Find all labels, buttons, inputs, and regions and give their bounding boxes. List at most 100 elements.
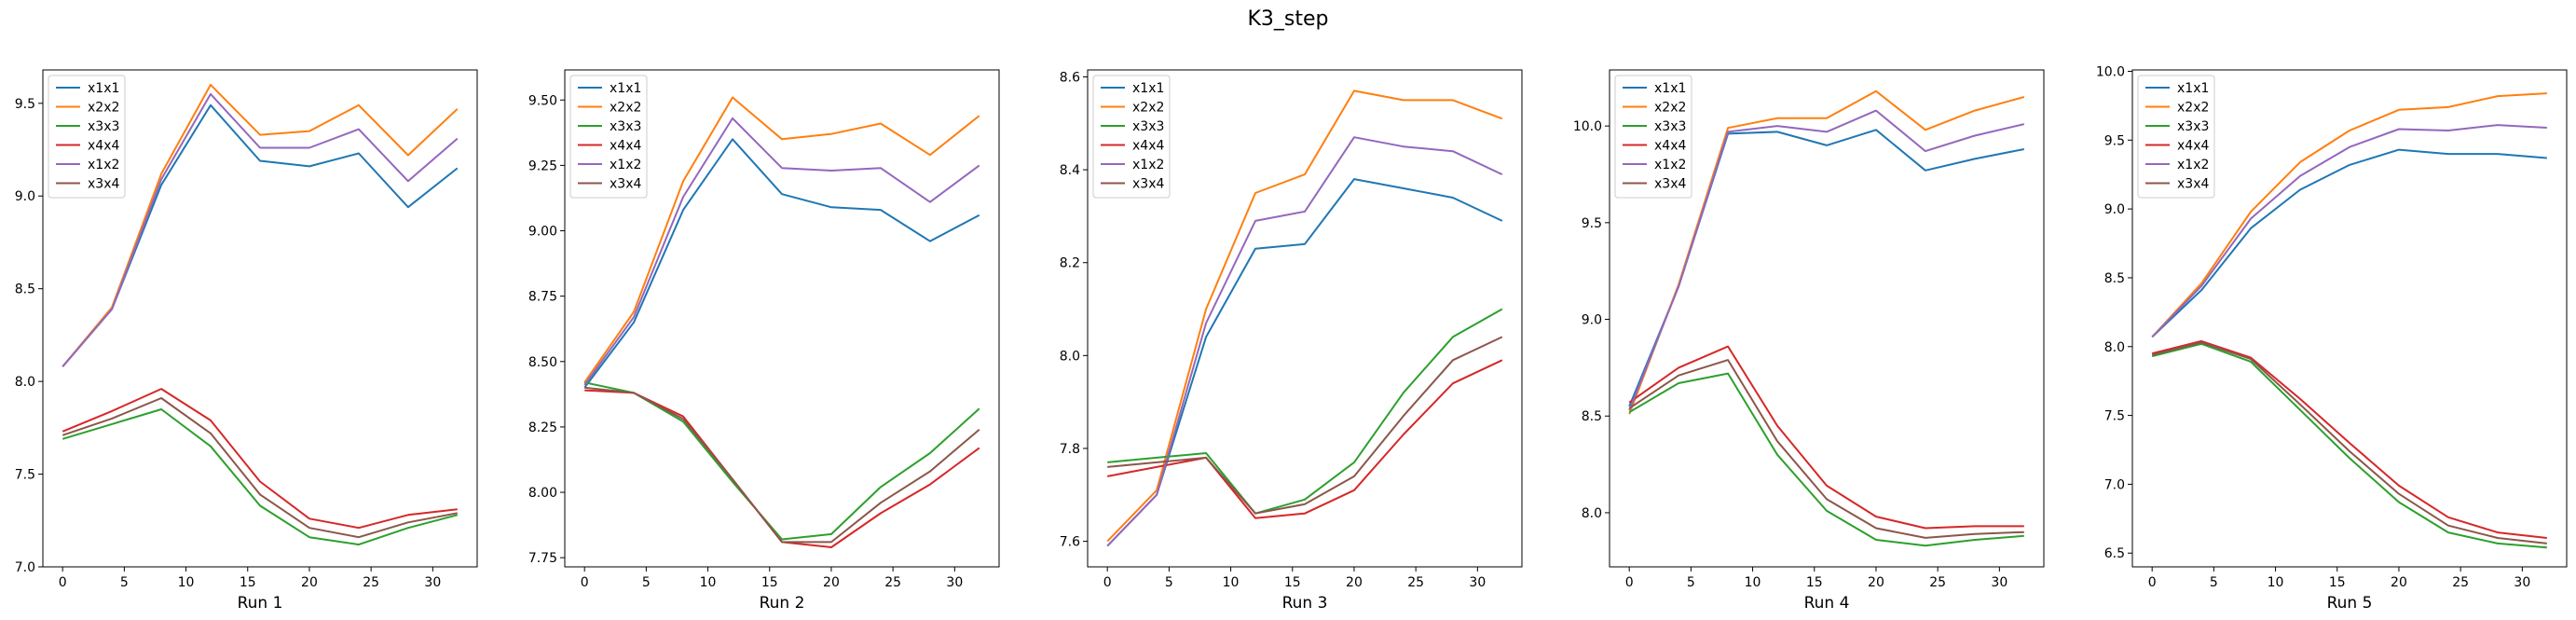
x-tick-label: 0 (1625, 575, 1634, 590)
y-tick-label: 8.6 (1060, 70, 1080, 85)
legend-label-x2x2: x2x2 (2177, 101, 2209, 116)
series-line-x4x4 (62, 388, 458, 530)
x-tick-label: 15 (2329, 575, 2346, 590)
y-tick-label: 8.0 (1582, 506, 1602, 521)
x-tick-label: 25 (363, 575, 379, 590)
x-tick-label: 10 (1223, 575, 1240, 590)
legend-label-x4x4: x4x4 (1132, 139, 1164, 154)
x-tick-label: 10 (178, 575, 195, 590)
y-tick-label: 7.5 (2104, 409, 2125, 424)
y-tick-label: 8.75 (528, 290, 557, 305)
legend-label-x2x2: x2x2 (610, 101, 641, 116)
x-tick-label: 10 (700, 575, 717, 590)
y-tick-label: 10.0 (2096, 64, 2125, 79)
legend-label-x1x2: x1x2 (1654, 158, 1686, 172)
x-tick-label: 10 (1745, 575, 1761, 590)
legend-label-x3x4: x3x4 (610, 177, 641, 192)
y-tick-label: 9.0 (2104, 202, 2125, 217)
series-line-x3x4 (1628, 359, 2024, 539)
plot-frame (564, 69, 1000, 568)
y-tick-label: 7.0 (2104, 477, 2125, 492)
y-tick-label: 9.5 (1582, 216, 1602, 231)
x-tick-label: 25 (1929, 575, 1946, 590)
plot-frame (42, 69, 478, 568)
x-axis-label: Run 2 (760, 594, 805, 613)
y-tick-label: 7.6 (1060, 535, 1080, 550)
legend-label-x1x2: x1x2 (88, 158, 119, 172)
y-tick-label: 6.5 (2104, 546, 2125, 561)
x-tick-label: 30 (1469, 575, 1486, 590)
x-tick-label: 30 (424, 575, 441, 590)
legend: x1x1 x2x2 x3x3 x4x4 x1x2 x3x4 (2137, 75, 2215, 199)
series-line-x3x3 (62, 408, 459, 546)
y-tick-label: 8.5 (15, 282, 35, 297)
y-tick-label: 8.5 (2104, 271, 2125, 286)
x-tick-label: 30 (1991, 575, 2007, 590)
legend-label-x3x4: x3x4 (88, 177, 119, 192)
y-tick-label: 9.25 (528, 158, 557, 173)
x-axis-label: Run 5 (2327, 594, 2373, 613)
series-line-x3x3 (1628, 372, 2024, 547)
legend: x1x1 x2x2 x3x3 x4x4 x1x2 x3x4 (569, 75, 648, 199)
x-tick-label: 5 (120, 575, 129, 590)
y-tick-label: 8.25 (528, 420, 557, 435)
series-line-x4x4 (2151, 339, 2547, 539)
legend: x1x1 x2x2 x3x3 x4x4 x1x2 x3x4 (1092, 75, 1171, 199)
series-line-x1x2 (1106, 136, 1503, 547)
series-line-x3x3 (583, 381, 980, 541)
subplot-run-4: 0 5 10 15 20 25 30 8.0 8.5 9.0 9.5 10.0 Run 4 x1x1 x2x… (1573, 69, 2045, 613)
legend-label-x2x2: x2x2 (1132, 101, 1164, 116)
series-line-x4x4 (584, 389, 980, 548)
x-tick-label: 5 (1165, 575, 1173, 590)
subplot-run-2: 0 5 10 15 20 25 30 7.75 8.00 8.25 8.50 8.75 9.00 9.25… (528, 69, 1000, 613)
x-tick-label: 30 (2514, 575, 2530, 590)
plot-frame (1087, 69, 1523, 568)
x-axis-label: Run 1 (238, 594, 283, 613)
legend-label-x2x2: x2x2 (88, 101, 119, 116)
y-tick-label: 9.00 (528, 225, 557, 240)
legend-label-x4x4: x4x4 (2177, 139, 2209, 154)
series-line-x3x4 (584, 386, 980, 544)
series-line-x1x1 (583, 138, 980, 389)
legend-label-x3x3: x3x3 (88, 119, 119, 134)
legend-label-x2x2: x2x2 (1654, 101, 1686, 116)
subplot-run-5: 0 5 10 15 20 25 30 6.5 7.0 7.5 8.0 8.5 9.0 9.5 10.0 Run… (2096, 64, 2568, 613)
x-tick-label: 25 (2452, 575, 2469, 590)
series-line-x4x4 (1628, 345, 2024, 530)
plot-frame (1609, 69, 2045, 568)
y-tick-label: 8.5 (1582, 409, 1602, 424)
series-line-x3x4 (1107, 336, 1503, 515)
legend-label-x3x3: x3x3 (1132, 119, 1164, 134)
series-line-x3x3 (1107, 308, 1503, 515)
x-tick-label: 5 (1687, 575, 1695, 590)
y-tick-label: 8.2 (1060, 256, 1080, 271)
x-tick-label: 15 (1806, 575, 1823, 590)
legend-label-x4x4: x4x4 (88, 139, 119, 154)
legend-label-x1x2: x1x2 (2177, 158, 2209, 172)
legend-label-x1x2: x1x2 (1132, 158, 1164, 172)
series-line-x3x4 (2151, 341, 2547, 544)
legend-label-x3x3: x3x3 (1654, 119, 1686, 134)
y-tick-label: 7.8 (1060, 442, 1080, 457)
series-line-x3x4 (62, 397, 458, 539)
y-tick-label: 8.50 (528, 355, 557, 370)
x-axis-label: Run 3 (1282, 594, 1328, 613)
series-line-x2x2 (1106, 90, 1503, 543)
x-tick-label: 25 (1407, 575, 1424, 590)
series-line-x1x1 (2151, 148, 2547, 338)
legend-label-x1x1: x1x1 (610, 81, 641, 96)
x-tick-label: 30 (946, 575, 963, 590)
y-tick-label: 9.0 (1582, 313, 1602, 328)
y-tick-label: 9.5 (2104, 133, 2125, 148)
series-line-x3x3 (2151, 342, 2547, 549)
x-axis-label: Run 4 (1804, 594, 1850, 613)
x-tick-label: 15 (240, 575, 256, 590)
y-tick-label: 7.75 (528, 551, 557, 566)
y-tick-label: 8.0 (2104, 340, 2125, 355)
legend-label-x1x1: x1x1 (88, 81, 119, 96)
y-tick-label: 7.0 (15, 560, 35, 575)
legend: x1x1 x2x2 x3x3 x4x4 x1x2 x3x4 (48, 75, 126, 199)
series-line-x2x2 (62, 83, 459, 367)
